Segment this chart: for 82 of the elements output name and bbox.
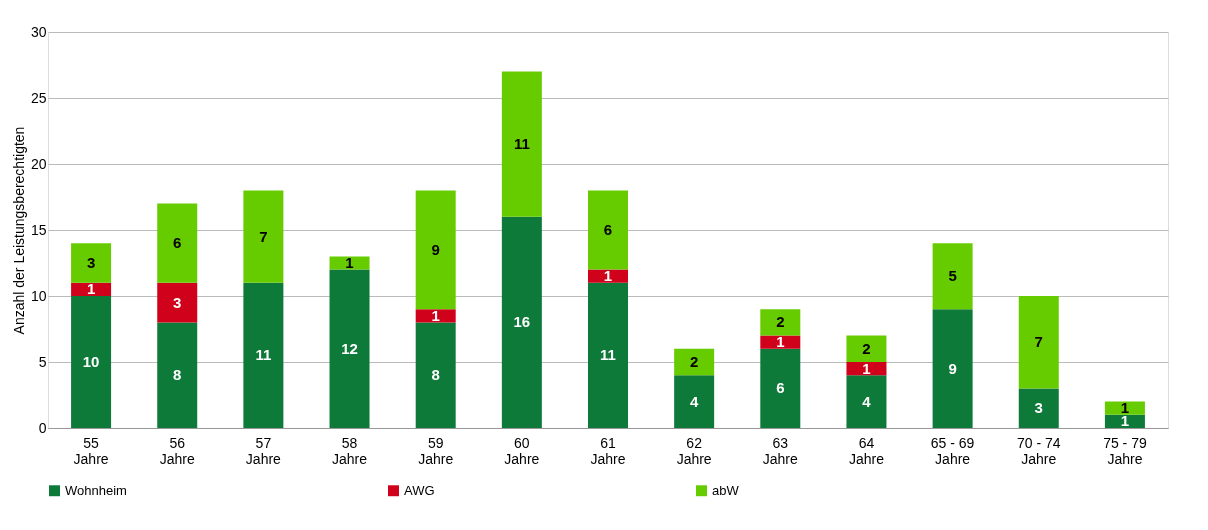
- data-label: 1: [345, 254, 354, 271]
- legend-label: abW: [712, 482, 740, 498]
- data-label: 4: [689, 392, 699, 410]
- data-label: 1: [603, 267, 613, 285]
- bar: [243, 190, 284, 283]
- data-label: 12: [341, 339, 358, 357]
- data-label: 16: [513, 313, 531, 331]
- x-tick-label: 58 Jahre: [332, 434, 368, 467]
- data-label: 7: [259, 227, 268, 245]
- data-label: 9: [431, 240, 440, 258]
- data-label: 1: [431, 306, 440, 324]
- bar: [932, 309, 973, 428]
- bar: [846, 362, 887, 376]
- bar: [415, 322, 456, 428]
- data-label: 6: [603, 221, 613, 238]
- y-tick-label: 20: [30, 155, 47, 172]
- bar: [760, 309, 801, 336]
- data-label: 6: [173, 234, 182, 252]
- data-label: 1: [86, 280, 96, 298]
- bar: [674, 375, 715, 428]
- y-tick-label: 30: [30, 23, 47, 40]
- x-tick-label: 75 - 79 Jahre: [1103, 434, 1147, 467]
- x-tick-label: 59 Jahre: [418, 434, 454, 467]
- data-label: 11: [513, 135, 530, 153]
- data-label: 11: [600, 346, 616, 364]
- data-label: 1: [776, 333, 785, 351]
- y-tick-label: 10: [30, 287, 47, 304]
- data-label: 2: [689, 353, 699, 370]
- x-tick-label: 61 Jahre: [590, 434, 626, 467]
- data-label: 2: [776, 313, 785, 331]
- legend-label: AWG: [404, 482, 435, 498]
- x-tick-label: 55 Jahre: [73, 434, 109, 467]
- bar: [760, 335, 801, 349]
- bar: [157, 322, 198, 428]
- x-tick-label: 60 Jahre: [504, 434, 540, 467]
- data-label: 2: [862, 339, 871, 357]
- data-label: 8: [431, 366, 440, 384]
- bar: [501, 216, 542, 428]
- bar: [674, 348, 715, 376]
- bar: [71, 282, 112, 296]
- y-tick-label: 25: [30, 89, 47, 106]
- bar: [71, 243, 112, 283]
- data-label: 3: [173, 293, 182, 311]
- data-label: 9: [948, 359, 957, 377]
- y-tick-label: 0: [38, 419, 47, 436]
- x-tick-label: 57 Jahre: [245, 434, 282, 467]
- y-tick-label: 5: [38, 353, 47, 370]
- x-tick-label: 56 Jahre: [159, 434, 195, 467]
- x-tick-label: 62 Jahre: [676, 434, 712, 467]
- bar: [501, 71, 542, 217]
- bar: [329, 269, 370, 428]
- bar: [415, 190, 456, 310]
- x-tick-label: 70 - 74 Jahre: [1016, 434, 1061, 467]
- bar: [71, 296, 112, 428]
- x-tick-label: 63 Jahre: [762, 434, 799, 467]
- data-label: 8: [173, 366, 182, 384]
- bar: [243, 282, 284, 428]
- bar: [846, 335, 887, 362]
- data-label: 3: [1034, 399, 1043, 417]
- bar: [846, 375, 887, 428]
- bar: [329, 256, 370, 270]
- data-label: 4: [862, 392, 872, 410]
- data-label: 1: [862, 359, 871, 377]
- bar: [932, 243, 973, 310]
- legend-label: Wohnheim: [65, 482, 127, 498]
- bar: [1018, 296, 1059, 389]
- data-label: 6: [776, 379, 785, 397]
- bar: [760, 348, 801, 428]
- data-label: 3: [86, 254, 96, 271]
- x-tick-label: 65 - 69 Jahre: [930, 434, 975, 467]
- y-tick-label: 15: [30, 221, 47, 238]
- bar: [588, 282, 628, 428]
- data-label: 11: [255, 346, 272, 364]
- data-label: 7: [1034, 333, 1043, 351]
- bar: [1018, 388, 1059, 428]
- bar: [588, 190, 628, 270]
- data-label: 5: [948, 267, 957, 285]
- x-tick-label: 64 Jahre: [848, 434, 885, 467]
- y-axis-title: Anzahl der Leistungsberechtigten: [10, 126, 27, 335]
- bar: [157, 203, 198, 283]
- bar: [157, 282, 198, 323]
- data-label: 10: [82, 353, 100, 370]
